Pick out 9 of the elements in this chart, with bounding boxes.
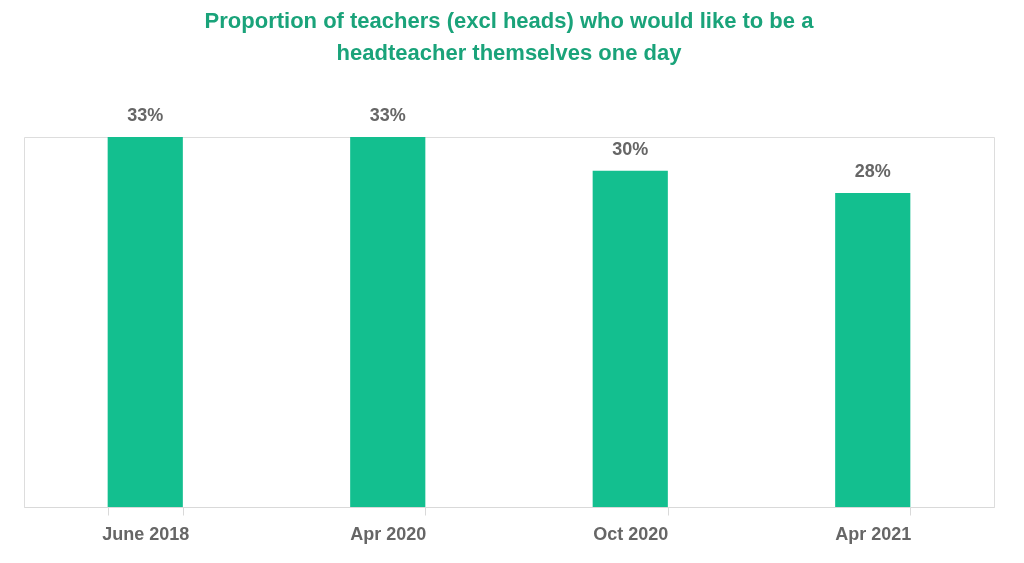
x-tick-label: Apr 2021 xyxy=(835,523,912,544)
x-tick-label: June 2018 xyxy=(102,523,190,544)
data-label: 30% xyxy=(612,138,649,159)
chart-title: Proportion of teachers (excl heads) who would like to be a headteacher themselves one day xyxy=(204,8,815,65)
x-tick-label: Apr 2020 xyxy=(350,523,427,544)
x-tick-label: Oct 2020 xyxy=(593,523,669,544)
data-label: 28% xyxy=(854,161,891,182)
data-label: 33% xyxy=(369,105,406,125)
data-label: 33% xyxy=(127,105,164,125)
